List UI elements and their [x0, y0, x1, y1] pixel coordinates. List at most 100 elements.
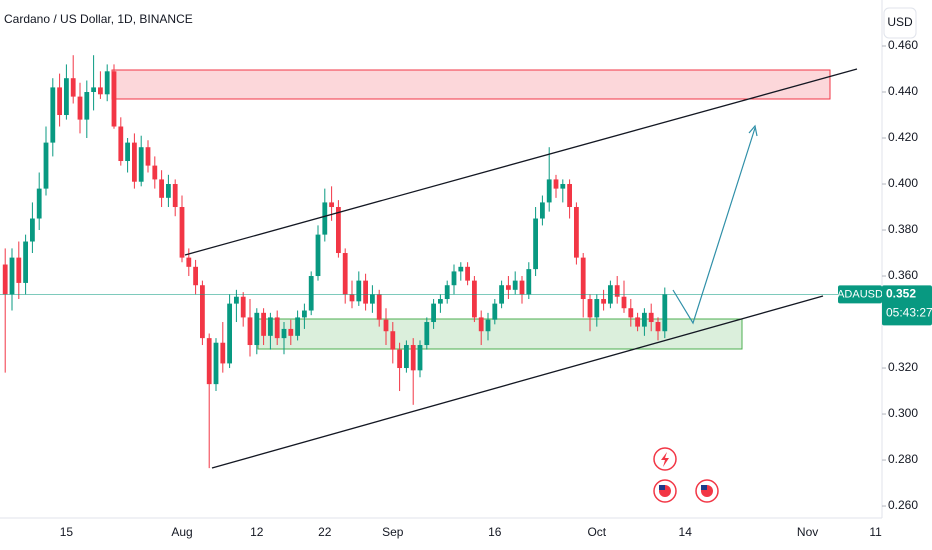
- candle-body: [138, 147, 144, 182]
- candle-body: [635, 317, 640, 327]
- price-label: 0.352: [886, 287, 916, 301]
- candle-body: [533, 218, 538, 270]
- chart-title: Cardano / US Dollar, 1D, BINANCE: [4, 12, 193, 26]
- candle-body: [30, 218, 35, 242]
- symbol-label: ADAUSD: [837, 288, 883, 300]
- resistance-zone: [111, 69, 831, 100]
- x-tick-label: 16: [488, 525, 502, 539]
- lightning-icon: [661, 452, 669, 467]
- x-tick-label: Oct: [587, 525, 606, 539]
- y-tick-label: 0.440: [888, 84, 918, 98]
- candle-body: [2, 264, 8, 295]
- candle-body: [84, 92, 90, 120]
- candle-body: [363, 280, 368, 304]
- candle-body: [50, 87, 56, 143]
- candle-body: [315, 234, 321, 277]
- candle-body: [458, 266, 464, 272]
- y-tick-label: 0.300: [888, 406, 918, 420]
- candle-body: [451, 271, 457, 286]
- candle-body: [519, 280, 525, 295]
- candle-body: [234, 296, 239, 304]
- candle-body: [465, 266, 470, 281]
- candle-body: [342, 253, 348, 295]
- candle-body: [478, 317, 484, 332]
- candle-body: [356, 280, 362, 302]
- candle-body: [288, 328, 294, 336]
- currency-label: USD: [887, 15, 913, 29]
- candle-body: [614, 285, 620, 297]
- candle-body: [655, 322, 661, 332]
- candle-body: [159, 179, 164, 198]
- axis: 0.4600.4400.4200.4000.3800.3600.3400.320…: [60, 38, 919, 539]
- arrow-head: [748, 124, 758, 137]
- candle-body: [200, 285, 205, 339]
- candle-body: [206, 338, 212, 385]
- x-tick-label: Aug: [171, 525, 192, 539]
- candle-body: [410, 345, 416, 371]
- candle-body: [98, 87, 103, 95]
- candle-body: [580, 257, 586, 300]
- currency-button[interactable]: [883, 7, 917, 39]
- candle-body: [540, 202, 545, 219]
- candle-body: [349, 294, 355, 302]
- candle-body: [567, 184, 572, 208]
- candle-body: [417, 345, 423, 371]
- upper-trend-line: [184, 68, 858, 256]
- candle-body: [322, 202, 328, 235]
- candle-body: [145, 147, 151, 166]
- candle-body: [648, 312, 654, 323]
- candle-body: [506, 285, 511, 290]
- y-tick-label: 0.460: [888, 38, 918, 52]
- candle-body: [492, 303, 498, 320]
- x-tick-label: 14: [679, 525, 693, 539]
- candle-body: [574, 207, 579, 258]
- candle-body: [132, 142, 137, 182]
- candle-body: [9, 257, 15, 295]
- candle-body: [376, 294, 382, 320]
- candle-body: [308, 276, 314, 311]
- candle-body: [77, 96, 83, 120]
- candle-body: [186, 257, 192, 267]
- y-tick-label: 0.400: [888, 176, 918, 190]
- x-tick-label: Sep: [382, 525, 404, 539]
- x-tick-label: 22: [318, 525, 332, 539]
- y-tick-label: 0.420: [888, 130, 918, 144]
- candle-body: [16, 257, 22, 283]
- candle-body: [220, 342, 226, 364]
- candle-body: [601, 299, 606, 304]
- candle-body: [370, 294, 375, 304]
- x-tick-label: 11: [869, 525, 882, 539]
- candle-body: [336, 207, 341, 254]
- drawings: [184, 68, 858, 503]
- price-tag: ADAUSD 0.352 05:43:27: [837, 285, 932, 326]
- candle-body: [166, 184, 171, 198]
- candle-body: [424, 322, 430, 346]
- y-tick-label: 0.380: [888, 222, 918, 236]
- title-background: [0, 8, 170, 30]
- candle-body: [628, 308, 634, 318]
- candle-body: [36, 188, 42, 219]
- candle-body: [553, 179, 559, 189]
- candle-body: [295, 317, 300, 336]
- candle-body: [254, 312, 260, 346]
- y-tick-label: 0.320: [888, 360, 918, 374]
- candle-body: [485, 319, 491, 332]
- lower-trend-line: [211, 295, 824, 469]
- candle-body: [560, 184, 566, 189]
- candle-body: [57, 87, 62, 116]
- x-tick-label: Nov: [797, 525, 818, 539]
- candle-body: [193, 266, 198, 286]
- candle-body: [662, 294, 668, 332]
- candle-body: [268, 317, 273, 336]
- candle-body: [125, 142, 130, 162]
- flag-icon-part: [701, 485, 707, 490]
- candle-body: [390, 331, 396, 350]
- candle-body: [111, 71, 117, 127]
- candle-body: [621, 296, 627, 309]
- candle-body: [240, 296, 246, 318]
- candle-body: [43, 142, 49, 189]
- candle-body: [261, 312, 266, 336]
- candle-body: [512, 280, 518, 290]
- candle-body: [274, 317, 280, 339]
